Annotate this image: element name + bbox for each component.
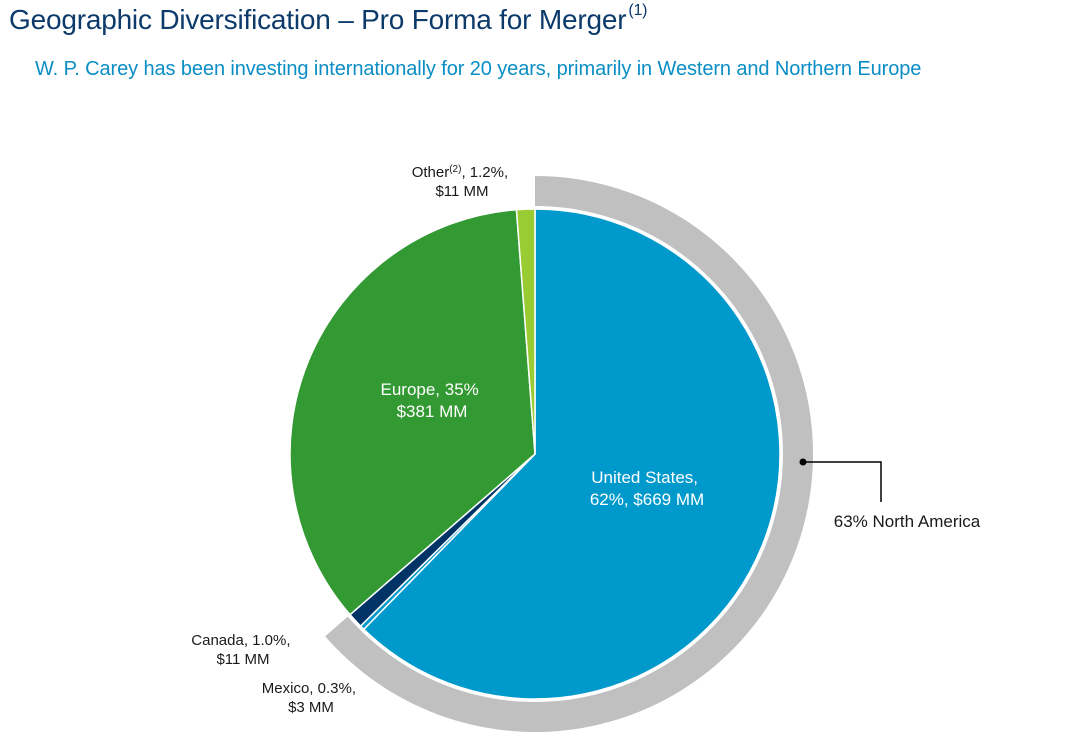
- pie-slice-other: [515, 208, 536, 455]
- label-other: Other(2), 1.2%, $11 MM: [412, 164, 513, 200]
- title-text: Geographic Diversification – Pro Forma f…: [9, 4, 627, 35]
- label-canada-line1: Canada, 1.0%,: [191, 632, 290, 649]
- north-america-ring: [325, 176, 813, 732]
- callout-line: [803, 461, 882, 502]
- label-united-states-line2: 62%, $669 MM: [590, 490, 704, 509]
- label-north-america: 63% North America: [834, 512, 981, 531]
- label-europe: Europe, 35% $381 MM: [380, 380, 483, 421]
- page-subtitle: W. P. Carey has been investing internati…: [35, 58, 922, 80]
- label-other-name: Other: [412, 164, 450, 181]
- north-america-ring-group: [325, 176, 813, 732]
- page-title: Geographic Diversification – Pro Forma f…: [9, 2, 648, 36]
- callout-dot: [799, 458, 807, 466]
- label-other-value: $11 MM: [435, 183, 488, 200]
- title-footnote: (1): [628, 2, 648, 19]
- label-mexico: Mexico, 0.3%, $3 MM: [262, 680, 360, 716]
- label-europe-line2: $381 MM: [397, 402, 468, 421]
- label-mexico-line1: Mexico, 0.3%,: [262, 680, 356, 697]
- label-europe-line1: Europe, 35%: [380, 380, 478, 399]
- label-other-footnote: (2): [449, 164, 461, 175]
- pie-slice-united-states: [362, 208, 781, 700]
- north-america-callout: 63% North America: [799, 458, 981, 531]
- label-canada: Canada, 1.0%, $11 MM: [191, 632, 294, 668]
- label-united-states-line1: United States,: [591, 468, 698, 487]
- pie-slices: [289, 208, 781, 700]
- label-other-pct: , 1.2%,: [461, 164, 508, 181]
- pie-slice-europe: [289, 208, 536, 616]
- label-united-states: United States, 62%, $669 MM: [590, 468, 704, 509]
- label-canada-line2: $11 MM: [216, 651, 269, 668]
- label-mexico-line2: $3 MM: [288, 699, 334, 716]
- slice-labels: United States, 62%, $669 MM Europe, 35% …: [191, 164, 980, 716]
